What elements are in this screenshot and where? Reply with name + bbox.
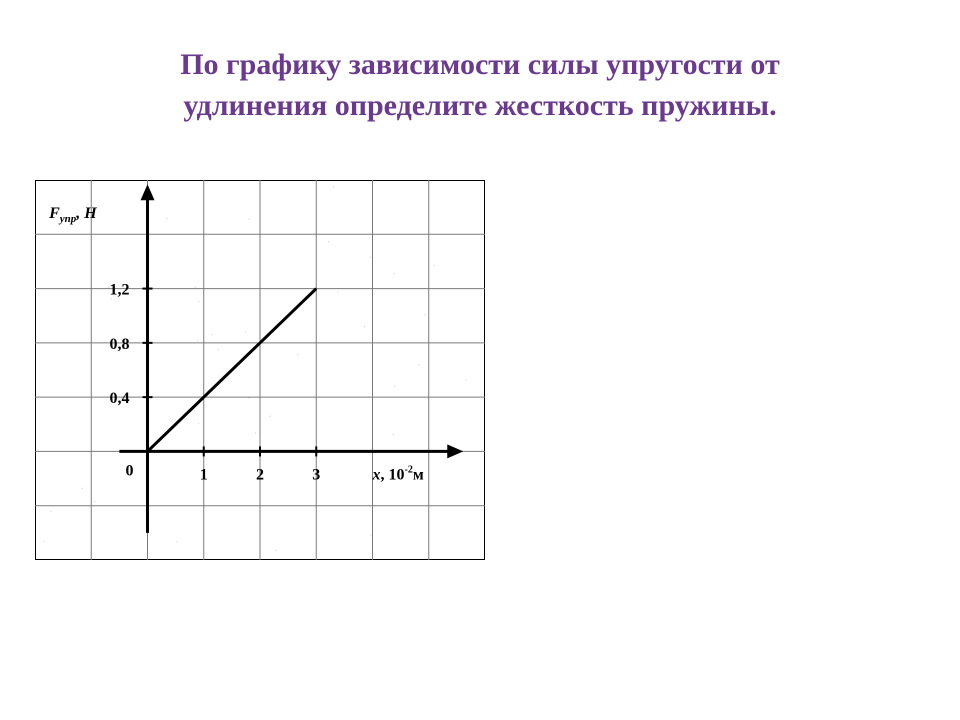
title-line-1: По графику зависимости силы упругости от [180,48,780,81]
svg-text:1,2: 1,2 [110,282,130,299]
svg-text:3: 3 [312,466,320,483]
svg-text:1: 1 [200,466,208,483]
svg-text:2: 2 [256,466,264,483]
chart-svg: Fупр, Н0,40,81,20123x, 10-2м [35,180,485,560]
svg-text:0,8: 0,8 [110,336,130,353]
problem-title: По графику зависимости силы упругости от… [50,45,910,126]
svg-text:x, 10-2м: x, 10-2м [372,464,424,483]
title-line-2: удлинения определите жесткость пружины. [183,89,776,122]
svg-text:0,4: 0,4 [110,390,130,407]
chart: Fупр, Н0,40,81,20123x, 10-2м [35,180,485,560]
svg-text:0: 0 [126,462,134,479]
slide: По графику зависимости силы упругости от… [0,0,960,720]
